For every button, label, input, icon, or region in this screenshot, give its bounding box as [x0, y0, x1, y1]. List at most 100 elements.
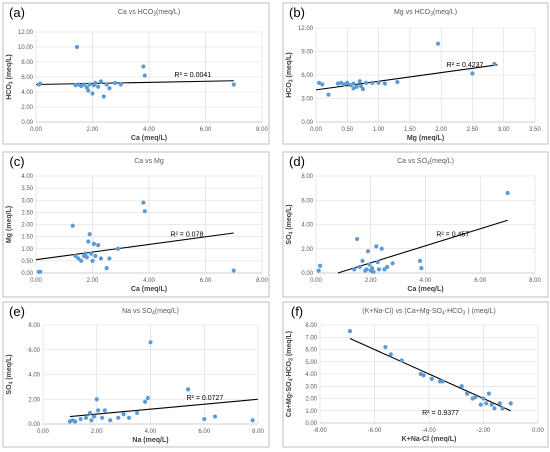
y-tick-label: 1.00: [21, 247, 33, 253]
data-point: [104, 82, 109, 87]
data-point: [86, 88, 91, 93]
y-tick-label: 2.00: [305, 397, 317, 403]
data-point: [348, 83, 353, 88]
y-tick-label: 8.00: [28, 323, 40, 329]
r-squared-label: R² = 0.457: [436, 231, 469, 238]
data-point: [354, 84, 359, 89]
x-tick-label: 4.00: [420, 278, 432, 284]
x-axis-label: Na (meq/L): [132, 437, 168, 444]
trendline: [69, 398, 259, 418]
data-point: [363, 80, 369, 85]
data-point: [93, 80, 98, 86]
data-point: [486, 391, 492, 396]
y-tick-label: 6.00: [28, 348, 40, 354]
data-point: [212, 414, 218, 419]
data-point: [395, 79, 400, 85]
data-point: [429, 376, 434, 381]
data-point: [417, 258, 423, 263]
data-point: [347, 329, 353, 334]
y-tick-label: 2.00: [28, 397, 40, 403]
x-tick-label: 8.00: [529, 278, 541, 284]
x-tick-label: 0.00: [310, 127, 322, 133]
y-tick-label: 4.00: [28, 373, 40, 379]
data-point: [465, 391, 470, 396]
panel-label: (a): [9, 5, 25, 20]
data-point: [102, 408, 107, 413]
x-axis-label: Ca (meq/L): [131, 135, 167, 142]
data-point: [145, 395, 150, 401]
x-tick-label: 0.00: [30, 127, 42, 133]
y-tick-label: 7.00: [305, 335, 317, 341]
data-point: [87, 410, 93, 415]
y-tick-label: 10.00: [18, 45, 34, 51]
y-tick-label: 0.00: [301, 271, 313, 277]
x-tick-label: 0.00: [532, 428, 544, 434]
y-tick-label: 6.00: [301, 198, 313, 204]
x-axis-label: K+Na-Cl (meq/L): [402, 436, 457, 443]
x-tick-label: 2.00: [91, 429, 103, 435]
r-squared-label: R² = 0.0041: [174, 72, 211, 79]
data-point: [250, 418, 255, 423]
trendline: [315, 64, 498, 91]
panel-label: (b): [289, 5, 305, 20]
panel-5: 0.00 2.00 4.00 6.00 8.00 0.00 2.00 4.00 6.00 8.00…: [2, 301, 270, 448]
data-point: [478, 402, 483, 407]
x-tick-label: 4.00: [143, 278, 155, 284]
panel-3: 0.00 0.50 1.00 1.50 2.00 2.50 3.00 3.50 4.00 0.00…: [2, 151, 270, 298]
chart-title: Ca vs SO4(meq/L): [397, 158, 454, 167]
data-point: [354, 236, 360, 242]
x-tick-label: 0.00: [310, 278, 322, 284]
data-point: [81, 82, 87, 87]
data-point: [83, 251, 88, 256]
y-tick-label: 4.00: [305, 372, 317, 378]
data-point: [84, 255, 89, 260]
data-point: [374, 244, 379, 249]
x-tick-label: 8.00: [256, 278, 268, 284]
y-tick-label: 6.00: [305, 348, 317, 354]
panel-label: (c): [9, 154, 24, 169]
x-tick-label: 4.00: [143, 127, 155, 133]
data-point: [89, 418, 94, 423]
data-point: [202, 416, 207, 422]
y-tick-label: 4.00: [21, 174, 33, 180]
data-point: [435, 41, 441, 46]
y-tick-label: 8.00: [301, 174, 313, 180]
data-point: [379, 246, 384, 251]
data-point: [88, 251, 94, 256]
data-point: [83, 415, 89, 420]
data-point: [326, 92, 331, 97]
panel-6: 0.00 1.00 2.00 3.00 4.00 5.00 6.00 7.00 8.00 -8.0…: [282, 301, 549, 448]
x-tick-label: 1.50: [404, 127, 416, 133]
data-point: [383, 344, 388, 350]
chart-title: Ca vs HCO3(meq/L): [118, 9, 180, 18]
data-point: [38, 269, 43, 274]
data-point: [338, 80, 344, 85]
y-tick-label: 8.00: [305, 323, 317, 329]
y-axis-label: Mg (meq/L): [6, 206, 13, 243]
data-point: [231, 82, 236, 87]
data-point: [113, 80, 118, 86]
chart-title: Na vs SO4(meq/L): [122, 308, 179, 317]
data-point: [470, 71, 475, 76]
x-tick-label: 2.00: [365, 278, 377, 284]
x-axis-label: Ca (meq/L): [131, 286, 167, 293]
data-point: [96, 84, 101, 89]
data-point: [86, 239, 91, 244]
data-point: [100, 415, 105, 420]
panel-frame: [282, 2, 549, 145]
data-point: [459, 384, 464, 389]
data-point: [370, 80, 375, 85]
data-point: [371, 269, 376, 274]
x-tick-label: 2.00: [435, 127, 447, 133]
y-tick-label: 0.00: [301, 120, 313, 126]
panel-2: 0.00 3.00 6.00 9.00 12.00 0.00 0.50 1.00 1.50 2.0…: [282, 2, 549, 145]
x-tick-label: 0.50: [341, 127, 353, 133]
data-point: [91, 241, 97, 246]
data-point: [351, 86, 356, 91]
data-point: [73, 253, 78, 259]
x-tick-label: 6.00: [198, 429, 210, 435]
y-tick-label: 2.00: [21, 105, 33, 111]
data-point: [345, 80, 350, 85]
data-point: [87, 232, 92, 237]
y-tick-label: 2.00: [301, 247, 313, 253]
